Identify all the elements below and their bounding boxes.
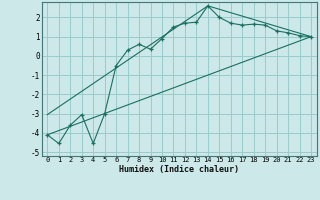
X-axis label: Humidex (Indice chaleur): Humidex (Indice chaleur) (119, 165, 239, 174)
